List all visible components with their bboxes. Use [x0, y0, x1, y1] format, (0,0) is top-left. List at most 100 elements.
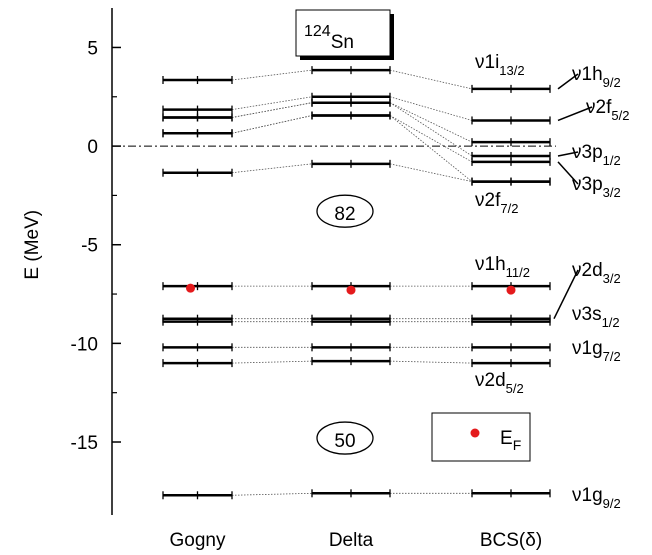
state-label: ν1g9/2: [572, 485, 621, 511]
connector: [231, 360, 313, 364]
x-tick-label: BCS(δ): [480, 530, 542, 551]
level: [471, 116, 551, 125]
state-name: ν2d: [572, 260, 603, 281]
arrow: [557, 73, 579, 90]
level: [162, 343, 233, 352]
state-subscript: 1/2: [603, 153, 621, 168]
arrow: [553, 269, 579, 320]
state-label: ν1h11/2: [475, 254, 530, 280]
level: [471, 489, 551, 498]
state-subscript: 5/2: [506, 381, 524, 396]
connector: [389, 102, 473, 143]
state-label: ν1i13/2: [475, 52, 525, 78]
state-subscript: 13/2: [499, 63, 524, 78]
level: [471, 343, 551, 352]
state-label: ν3p1/2: [572, 142, 621, 168]
connector: [389, 360, 473, 364]
annotation: 82: [334, 204, 355, 225]
state-subscript: 1/2: [602, 315, 620, 330]
level: [162, 113, 233, 122]
legend-subscript: F: [513, 437, 522, 453]
state-name: ν3s: [572, 304, 602, 325]
fermi-dot: [506, 285, 516, 295]
state-name: ν3p: [572, 174, 603, 195]
state-subscript: 5/2: [611, 108, 629, 123]
title-box-shadow: [390, 14, 394, 60]
state-name: ν2f: [475, 190, 501, 211]
state-subscript: 3/2: [603, 271, 621, 286]
title-box-shadow: [300, 56, 394, 60]
legend-marker: [470, 428, 480, 438]
connector: [389, 163, 473, 182]
legend-box: [431, 412, 531, 462]
level: [311, 111, 391, 120]
level: [311, 66, 391, 75]
connector: [231, 96, 313, 110]
title-text: Sn: [331, 32, 354, 53]
title-box: [295, 9, 391, 57]
level: [311, 98, 391, 107]
state-name: ν1i: [475, 52, 499, 73]
state-name: ν3p: [572, 142, 603, 163]
x-tick-label: Gogny: [170, 530, 226, 551]
level: [311, 489, 391, 498]
level: [162, 359, 233, 368]
level: [471, 157, 551, 166]
connector: [231, 69, 313, 81]
state-subscript: 3/2: [603, 185, 621, 200]
annotation-oval: [316, 194, 374, 228]
state-name: ν2f: [586, 97, 612, 118]
level: [162, 129, 233, 138]
connector: [231, 163, 313, 174]
x-tick-label: Delta: [329, 530, 374, 551]
state-label: ν2f7/2: [475, 190, 518, 216]
level: [311, 357, 391, 366]
arrow: [557, 151, 579, 157]
y-tick-label: -5: [81, 236, 98, 257]
level: [162, 105, 233, 114]
state-label: ν1g7/2: [572, 338, 621, 364]
level: [162, 76, 233, 85]
connector: [389, 96, 473, 121]
state-name: ν1g: [572, 485, 603, 506]
legend-name: E: [500, 428, 513, 449]
annotation: 50: [334, 431, 355, 452]
connector: [231, 492, 313, 496]
state-label: ν3s1/2: [572, 304, 620, 330]
connector: [389, 102, 473, 157]
state-label: ν2d5/2: [475, 370, 524, 396]
level: [471, 359, 551, 368]
connector: [389, 115, 473, 182]
connector: [231, 102, 313, 118]
legend-label: EF: [500, 428, 521, 453]
state-name: ν1h: [475, 254, 506, 275]
level: [311, 343, 391, 352]
connector: [231, 115, 313, 134]
level: [471, 138, 551, 147]
title-superscript: 124: [304, 23, 331, 40]
state-label: ν3p3/2: [572, 174, 621, 200]
level: [162, 317, 233, 326]
level: [311, 317, 391, 326]
state-name: ν1h: [572, 64, 603, 85]
connector: [389, 115, 473, 163]
level: [162, 168, 233, 177]
state-subscript: 9/2: [603, 75, 621, 90]
state-name: ν1g: [572, 338, 603, 359]
state-label: ν2f5/2: [586, 97, 629, 123]
level: [471, 177, 551, 186]
state-subscript: 9/2: [603, 496, 621, 511]
level: [311, 159, 391, 168]
state-subscript: 7/2: [500, 201, 518, 216]
y-tick-label: -10: [71, 334, 98, 355]
arrow: [557, 161, 579, 185]
y-tick-label: -15: [71, 433, 98, 454]
level: [471, 84, 551, 93]
state-label: ν1h9/2: [572, 64, 621, 90]
arrow: [557, 106, 593, 122]
annotation-oval: [316, 421, 374, 455]
state-label: ν2d3/2: [572, 260, 621, 286]
state-name: ν2d: [475, 370, 506, 391]
fermi-dot: [186, 283, 195, 293]
